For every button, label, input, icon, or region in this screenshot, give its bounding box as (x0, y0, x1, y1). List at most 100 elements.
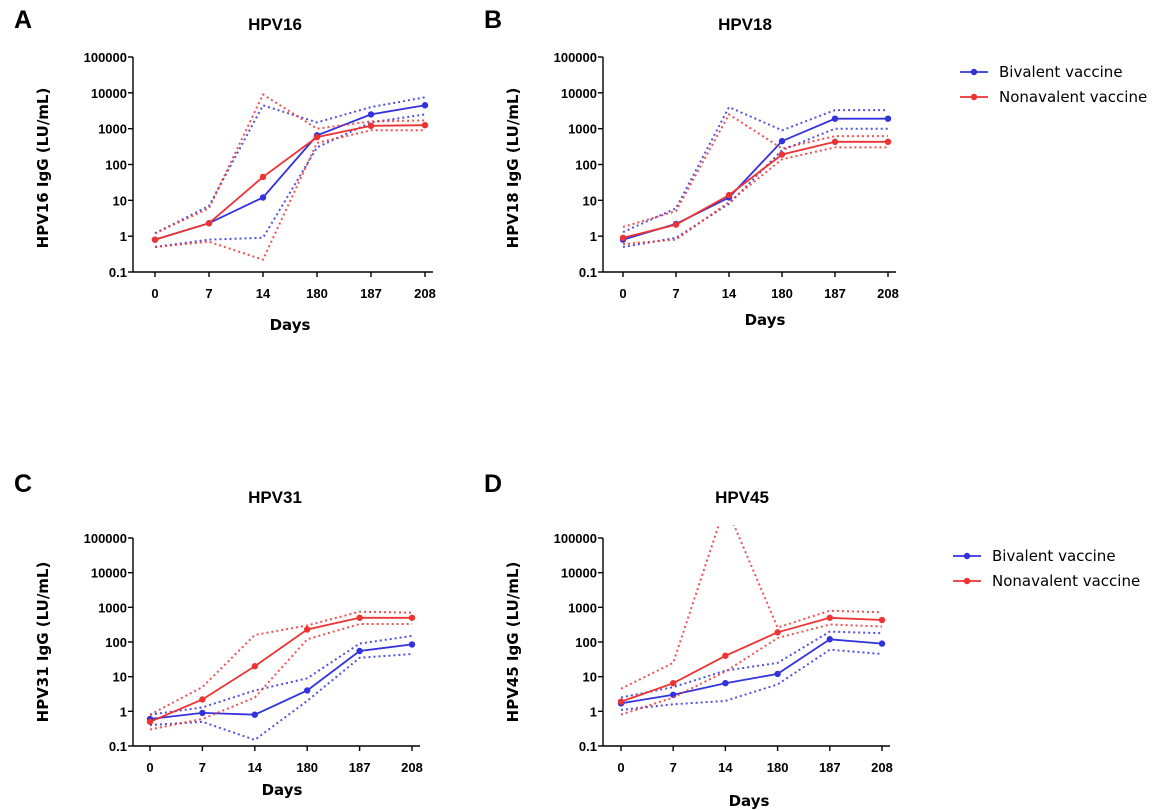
legend-label: Nonavalent vaccine (999, 88, 1147, 106)
bivalent-vaccine-ci-lower-line (622, 127, 888, 248)
plot-area (617, 525, 886, 716)
panel-letter: A (14, 6, 32, 34)
x-tick-label: 187 (819, 760, 841, 775)
x-tick-label: 14 (248, 760, 263, 775)
bivalent-vaccine-point (251, 711, 258, 718)
x-tick-label: 0 (617, 760, 624, 775)
nonavalent-vaccine-point (725, 191, 733, 199)
bivalent-vaccine-ci-lower-line (154, 113, 426, 248)
y-tick-label: 100 (575, 158, 597, 173)
nonavalent-vaccine-point (878, 616, 886, 624)
legend: Bivalent vaccine Nonavalent vaccine (960, 63, 1147, 106)
x-tick-label: 14 (256, 286, 271, 301)
legend-label: Nonavalent vaccine (992, 572, 1140, 590)
y-tick-label: 10000 (561, 566, 597, 581)
x-axis-label: Days (262, 781, 303, 799)
x-tick-label: 208 (877, 286, 899, 301)
y-tick-label: 1 (120, 704, 127, 719)
chart-title: HPV16 (248, 15, 302, 34)
bivalent-vaccine-point (367, 111, 375, 118)
plot-area (146, 610, 416, 742)
bivalent-vaccine-line (620, 638, 883, 705)
y-tick-label: 10000 (561, 86, 597, 101)
nonavalent-vaccine-point (617, 698, 625, 705)
nonavalent-vaccine-point (884, 138, 892, 146)
nonavalent-vaccine-line (149, 616, 412, 723)
y-tick-label: 10 (113, 670, 127, 685)
y-tick-label: 0.1 (109, 739, 127, 754)
y-tick-label: 100000 (84, 50, 127, 65)
nonavalent-vaccine-ci-upper-line (622, 112, 888, 228)
nonavalent-vaccine-ci-upper-line (620, 525, 883, 690)
y-axis-label: HPV31 IgG (LU/mL) (34, 562, 52, 723)
x-axis-label: Days (270, 316, 311, 334)
y-tick-label: 100000 (554, 50, 597, 65)
nonavalent-vaccine-point (778, 151, 786, 158)
plot-area (151, 93, 429, 261)
x-axis-label: Days (729, 792, 770, 810)
x-tick-label: 7 (670, 760, 677, 775)
chart-title: HPV31 (248, 488, 302, 507)
x-tick-label: 187 (360, 286, 382, 301)
nonavalent-vaccine-point (356, 614, 363, 621)
y-axis-label: HPV45 IgG (LU/mL) (504, 562, 522, 723)
nonavalent-vaccine-point (826, 614, 833, 621)
bivalent-vaccine-point (722, 679, 729, 687)
bivalent-vaccine-ci-lower-line (149, 653, 413, 742)
x-tick-label: 208 (871, 760, 893, 775)
x-tick-label: 0 (619, 286, 626, 301)
nonavalent-vaccine-point (831, 138, 839, 146)
nonavalent-vaccine-line (622, 140, 888, 239)
legend-marker (970, 93, 978, 101)
x-tick-label: 180 (306, 286, 328, 301)
y-tick-label: 10 (583, 193, 597, 208)
nonavalent-vaccine-point (670, 679, 677, 687)
nonavalent-vaccine-point (619, 234, 627, 242)
x-tick-label: 7 (199, 760, 206, 775)
bivalent-vaccine-point (356, 647, 363, 655)
panel-letter: C (14, 470, 32, 498)
y-tick-label: 0.1 (109, 265, 127, 280)
legend-label: Bivalent vaccine (999, 63, 1123, 81)
legend-label: Bivalent vaccine (992, 547, 1116, 565)
bivalent-vaccine-point (884, 115, 892, 122)
x-tick-label: 180 (296, 760, 318, 775)
nonavalent-vaccine-point (251, 663, 258, 670)
panel-letter: B (484, 6, 502, 34)
x-tick-label: 0 (151, 286, 158, 301)
x-tick-label: 180 (771, 286, 793, 301)
y-tick-label: 10000 (91, 86, 127, 101)
y-tick-label: 0.1 (579, 739, 597, 754)
panel-a: A HPV16 100000 10000 1000 100 10 1 0.1 0 7 14 180 187… (14, 6, 436, 334)
panel-c: C HPV31 100000 10000 1000 100 10 1 0.1 0 7 14 180 187… (14, 470, 423, 799)
nonavalent-vaccine-point (367, 122, 375, 130)
bivalent-vaccine-point (878, 640, 886, 647)
bivalent-vaccine-point (831, 115, 839, 122)
nonavalent-vaccine-point (313, 133, 321, 141)
bivalent-vaccine-point (778, 137, 786, 145)
x-tick-label: 14 (718, 760, 733, 775)
x-tick-label: 7 (205, 286, 212, 301)
nonavalent-vaccine-line (620, 616, 883, 703)
bivalent-vaccine-ci-upper-line (622, 105, 888, 234)
bivalent-vaccine-point (304, 687, 311, 694)
nonavalent-vaccine-line (154, 124, 426, 241)
y-tick-label: 1000 (568, 122, 597, 137)
x-tick-label: 187 (824, 286, 846, 301)
nonavalent-vaccine-point (672, 221, 680, 228)
y-tick-label: 1 (590, 704, 597, 719)
bivalent-vaccine-point (774, 670, 781, 678)
x-axis-label: Days (745, 311, 786, 329)
bivalent-vaccine-point (199, 709, 206, 717)
nonavalent-vaccine-point (421, 121, 429, 129)
panel-letter: D (484, 470, 502, 498)
legend-marker (970, 68, 978, 76)
bivalent-vaccine-point (259, 194, 267, 201)
legend-marker (963, 552, 971, 560)
nonavalent-vaccine-ci-lower-line (149, 623, 412, 731)
y-tick-label: 1000 (98, 600, 127, 615)
bivalent-vaccine-ci-lower-line (620, 648, 883, 711)
y-tick-label: 100 (575, 635, 597, 650)
bivalent-vaccine-line (149, 643, 413, 720)
nonavalent-vaccine-point (199, 696, 206, 703)
